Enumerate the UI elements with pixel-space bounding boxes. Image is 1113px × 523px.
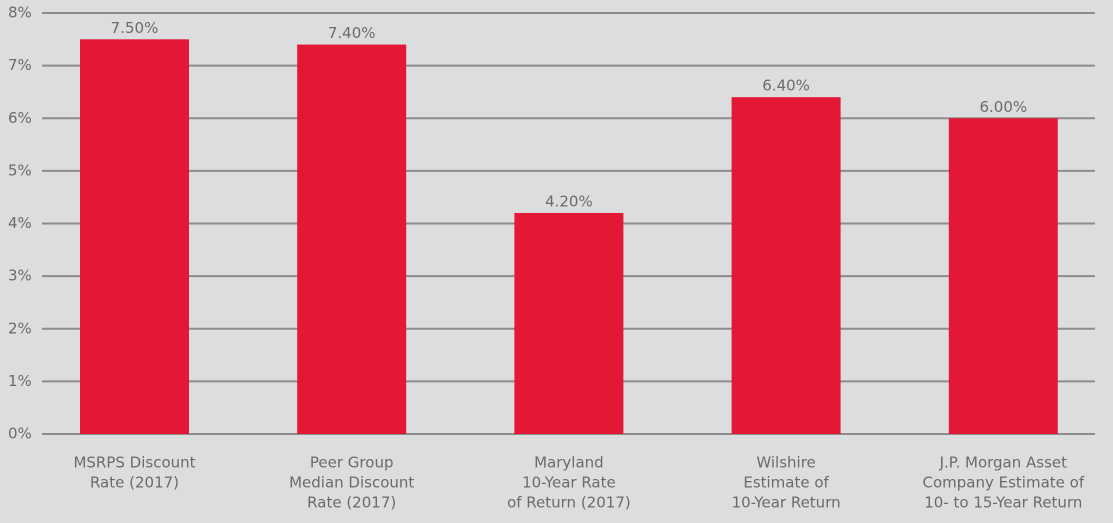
value-label: 7.40%	[328, 24, 376, 42]
y-tick-label: 5%	[8, 161, 32, 179]
bar	[731, 97, 841, 434]
x-tick-label: 10-Year Rate	[522, 474, 616, 492]
value-label: 6.40%	[762, 77, 810, 95]
y-tick-label: 2%	[8, 319, 32, 337]
bar	[297, 44, 407, 434]
bar	[514, 212, 624, 434]
x-tick-label: Median Discount	[289, 474, 414, 492]
x-tick-label: Estimate of	[743, 474, 829, 492]
x-tick-label: J.P. Morgan Asset	[939, 454, 1068, 472]
y-tick-label: 8%	[8, 4, 32, 22]
bar	[80, 39, 189, 434]
bar	[948, 118, 1058, 434]
x-tick-label: MSRPS Discount	[73, 454, 195, 472]
y-tick-label: 7%	[8, 56, 32, 74]
y-tick-label: 0%	[8, 425, 32, 443]
value-label: 6.00%	[979, 98, 1027, 116]
x-tick-label: of Return (2017)	[507, 494, 631, 512]
value-label: 7.50%	[111, 19, 159, 37]
y-tick-label: 3%	[8, 267, 32, 285]
x-tick-label: 10- to 15-Year Return	[924, 494, 1082, 512]
x-tick-label: Maryland	[534, 454, 604, 472]
x-tick-label: Company Estimate of	[922, 474, 1084, 492]
x-tick-label: Rate (2017)	[90, 474, 179, 492]
x-tick-label: 10-Year Return	[732, 494, 841, 512]
y-tick-label: 6%	[8, 109, 32, 127]
y-tick-label: 4%	[8, 214, 32, 232]
x-tick-label: Rate (2017)	[307, 494, 396, 512]
x-tick-label: Peer Group	[310, 454, 394, 472]
value-label: 4.20%	[545, 192, 593, 210]
y-tick-label: 1%	[8, 372, 32, 390]
x-tick-label: Wilshire	[756, 454, 815, 472]
